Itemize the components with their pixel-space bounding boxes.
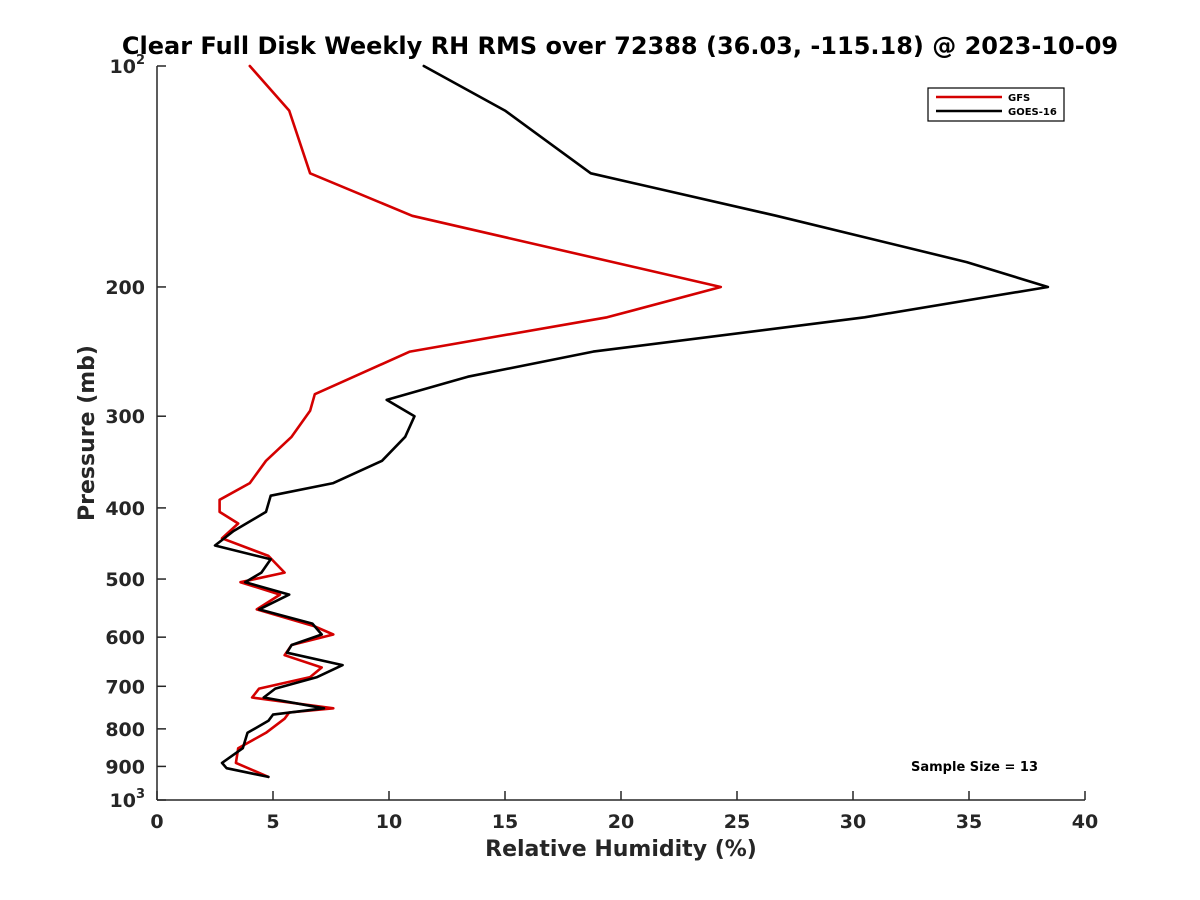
y-tick-exponent: 3 (136, 787, 145, 802)
x-axis-label: Relative Humidity (%) (485, 837, 757, 862)
legend-label-gfs: GFS (1008, 93, 1030, 104)
x-tick-label: 20 (608, 811, 634, 833)
y-tick-exponent: 2 (136, 53, 145, 68)
y-axis-label: Pressure (mb) (75, 345, 100, 521)
x-tick-label: 35 (956, 811, 982, 833)
series-layer (213, 64, 1050, 779)
sample-size-annotation: Sample Size = 13 (911, 760, 1038, 775)
x-ticks: 0 5 10 15 20 25 30 35 40 (150, 791, 1098, 833)
y-tick-label: 600 (105, 627, 145, 649)
series-line-gfs (218, 64, 723, 779)
x-tick-label: 5 (266, 811, 279, 833)
y-tick-label: 900 (105, 756, 145, 778)
x-tick-label: 15 (492, 811, 518, 833)
y-tick-label: 300 (105, 406, 145, 428)
x-tick-label: 25 (724, 811, 750, 833)
series-line-goes16 (213, 64, 1050, 779)
legend: GFS GOES-16 (927, 87, 1065, 122)
y-tick-label: 200 (105, 277, 145, 299)
chart-title: Clear Full Disk Weekly RH RMS over 72388… (122, 32, 1118, 60)
x-tick-label: 30 (840, 811, 866, 833)
y-tick-label: 800 (105, 719, 145, 741)
x-tick-label: 0 (150, 811, 163, 833)
y-tick-label: 700 (105, 676, 145, 698)
plot-area (157, 66, 1085, 800)
y-tick-label: 400 (105, 498, 145, 520)
legend-box (927, 87, 1065, 122)
x-tick-label: 10 (376, 811, 402, 833)
legend-label-goes16: GOES-16 (1008, 107, 1057, 118)
y-tick-label: 500 (105, 569, 145, 591)
x-tick-label: 40 (1072, 811, 1098, 833)
